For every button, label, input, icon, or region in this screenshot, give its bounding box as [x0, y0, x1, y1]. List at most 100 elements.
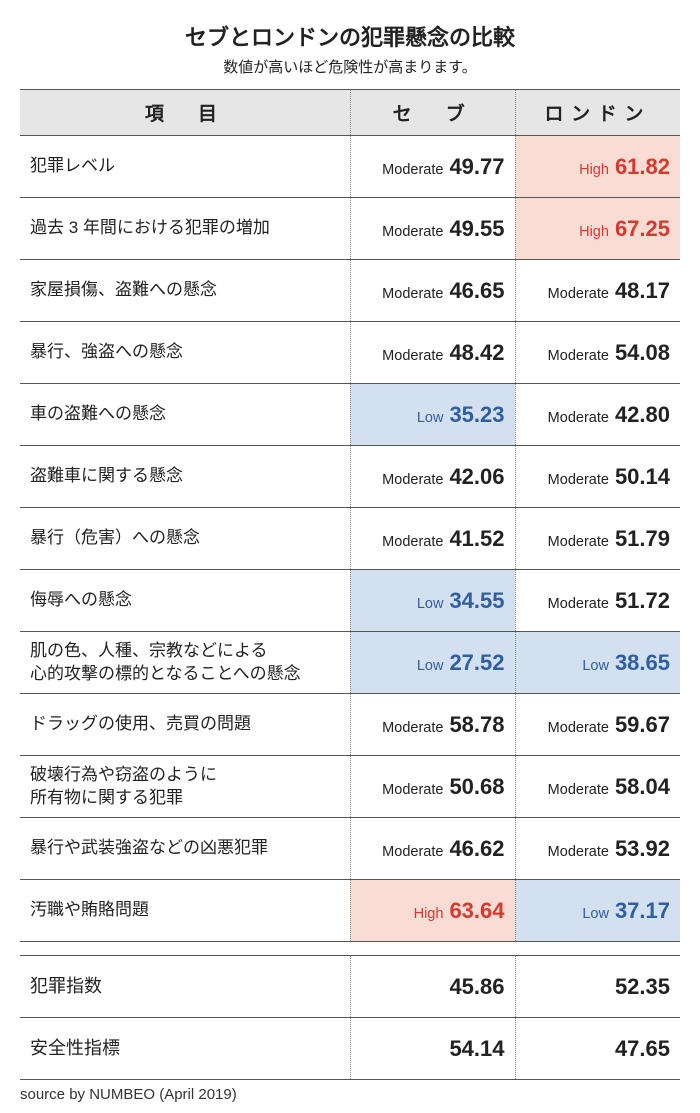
cebu-cell: Moderate49.55: [350, 198, 515, 260]
level-label: Moderate: [382, 782, 443, 798]
summary-number: 45.86: [449, 974, 504, 999]
cebu-cell: Low27.52: [350, 632, 515, 694]
header-cebu: セ ブ: [350, 90, 515, 136]
table-row: 犯罪レベル Moderate 49.77 High 61.82: [20, 136, 680, 198]
value-number: 46.62: [449, 836, 504, 861]
table-row: 暴行（危害）への懸念Moderate41.52Moderate51.79: [20, 508, 680, 570]
value-number: 34.55: [449, 588, 504, 613]
table-row: 過去 3 年間における犯罪の増加Moderate49.55 High 67.25: [20, 198, 680, 260]
row-label: 暴行、強盗への懸念: [20, 322, 350, 384]
row-label: 暴行（危害）への懸念: [20, 508, 350, 570]
row-label: 暴行や武装強盗などの凶悪犯罪: [20, 818, 350, 880]
level-label: Moderate: [382, 720, 443, 736]
london-cell: Moderate 59.67: [515, 694, 680, 756]
page-subtitle: 数値が高いほど危険性が高まります。: [20, 56, 680, 77]
table-row: 破壊行為や窃盗のように所有物に関する犯罪Moderate50.68Moderat…: [20, 756, 680, 818]
level-label: Low: [582, 906, 609, 922]
value-number: 67.25: [615, 216, 670, 241]
cebu-cell: Moderate41.52: [350, 508, 515, 570]
row-label: 家屋損傷、盗難への懸念: [20, 260, 350, 322]
value-number: 58.78: [449, 712, 504, 737]
value-number: 50.14: [615, 464, 670, 489]
value-number: 48.42: [449, 340, 504, 365]
level-label: High: [579, 224, 609, 240]
level-label: Moderate: [548, 782, 609, 798]
value-number: 27.52: [449, 650, 504, 675]
level-label: Low: [582, 658, 609, 674]
summary-label: 犯罪指数: [20, 956, 350, 1018]
london-summary-cell: 52.35: [515, 956, 680, 1018]
level-label: High: [414, 906, 444, 922]
row-label: 肌の色、人種、宗教などによる心的攻撃の標的となることへの懸念: [20, 632, 350, 694]
value-number: 48.17: [615, 278, 670, 303]
london-cell: Moderate 51.72: [515, 570, 680, 632]
level-label: High: [579, 162, 609, 178]
london-cell: High 61.82: [515, 136, 680, 198]
london-cell: Moderate50.14: [515, 446, 680, 508]
value-number: 61.82: [615, 154, 670, 179]
value-number: 41.52: [449, 526, 504, 551]
summary-row: 安全性指標54.1447.65: [20, 1018, 680, 1080]
london-cell: Moderate 48.17: [515, 260, 680, 322]
row-label: 車の盗難への懸念: [20, 384, 350, 446]
value-number: 49.77: [449, 154, 504, 179]
london-cell: High 67.25: [515, 198, 680, 260]
table-row: 汚職や賄賂問題 High 63.64 Low37.17: [20, 880, 680, 942]
cebu-cell: Moderate 49.77: [350, 136, 515, 198]
cebu-cell: Moderate 48.42: [350, 322, 515, 384]
value-number: 42.80: [615, 402, 670, 427]
spacer-row: [20, 942, 680, 956]
london-cell: Moderate 53.92: [515, 818, 680, 880]
table-row: 暴行や武装強盗などの凶悪犯罪Moderate46.62 Moderate 53.92: [20, 818, 680, 880]
london-cell: Low37.17: [515, 880, 680, 942]
london-summary-cell: 47.65: [515, 1018, 680, 1080]
row-label: 過去 3 年間における犯罪の増加: [20, 198, 350, 260]
crime-comparison-table: 項 目 セ ブ ロンドン 犯罪レベルModerate49.77High61.82…: [20, 89, 680, 1080]
row-label: 破壊行為や窃盗のように所有物に関する犯罪: [20, 756, 350, 818]
level-label: Moderate: [548, 534, 609, 550]
value-number: 63.64: [449, 898, 504, 923]
london-cell: Moderate42.80: [515, 384, 680, 446]
value-number: 49.55: [449, 216, 504, 241]
value-number: 46.65: [449, 278, 504, 303]
header-item: 項 目: [20, 90, 350, 136]
london-cell: Moderate 58.04: [515, 756, 680, 818]
level-label: Low: [417, 410, 444, 426]
value-number: 53.92: [615, 836, 670, 861]
value-number: 54.08: [615, 340, 670, 365]
level-label: Moderate: [548, 720, 609, 736]
summary-number: 54.14: [449, 1036, 504, 1061]
value-number: 58.04: [615, 774, 670, 799]
london-cell: Moderate54.08: [515, 322, 680, 384]
table-row: ドラッグの使用、売買の問題 Moderate 58.78 Moderate 59.67: [20, 694, 680, 756]
level-label: Moderate: [382, 286, 443, 302]
level-label: Moderate: [382, 472, 443, 488]
value-number: 59.67: [615, 712, 670, 737]
table-row: 車の盗難への懸念Low35.23Moderate42.80: [20, 384, 680, 446]
value-number: 51.72: [615, 588, 670, 613]
row-label: ドラッグの使用、売買の問題: [20, 694, 350, 756]
source-note: source by NUMBEO (April 2019): [20, 1086, 680, 1103]
level-label: Moderate: [382, 348, 443, 364]
table-row: 侮辱への懸念Low34.55Moderate51.72: [20, 570, 680, 632]
london-cell: Low 38.65: [515, 632, 680, 694]
level-label: Moderate: [548, 596, 609, 612]
level-label: Moderate: [382, 162, 443, 178]
level-label: Moderate: [548, 286, 609, 302]
summary-row: 犯罪指数 45.86 52.35: [20, 956, 680, 1018]
table-row: 家屋損傷、盗難への懸念 Moderate 46.65 Moderate 48.17: [20, 260, 680, 322]
table-row: 盗難車に関する懸念Moderate42.06Moderate50.14: [20, 446, 680, 508]
level-label: Moderate: [548, 844, 609, 860]
cebu-cell: Moderate46.62: [350, 818, 515, 880]
cebu-summary-cell: 54.14: [350, 1018, 515, 1080]
value-number: 50.68: [449, 774, 504, 799]
row-label: 汚職や賄賂問題: [20, 880, 350, 942]
cebu-cell: Moderate 50.68: [350, 756, 515, 818]
value-number: 38.65: [615, 650, 670, 675]
table-row: 肌の色、人種、宗教などによる心的攻撃の標的となることへの懸念Low27.52Lo…: [20, 632, 680, 694]
page-title: セブとロンドンの犯罪懸念の比較: [20, 20, 680, 52]
row-label: 侮辱への懸念: [20, 570, 350, 632]
summary-number: 47.65: [615, 1036, 670, 1061]
row-label: 犯罪レベル: [20, 136, 350, 198]
table-row: 暴行、強盗への懸念 Moderate 48.42 Moderate54.08: [20, 322, 680, 384]
